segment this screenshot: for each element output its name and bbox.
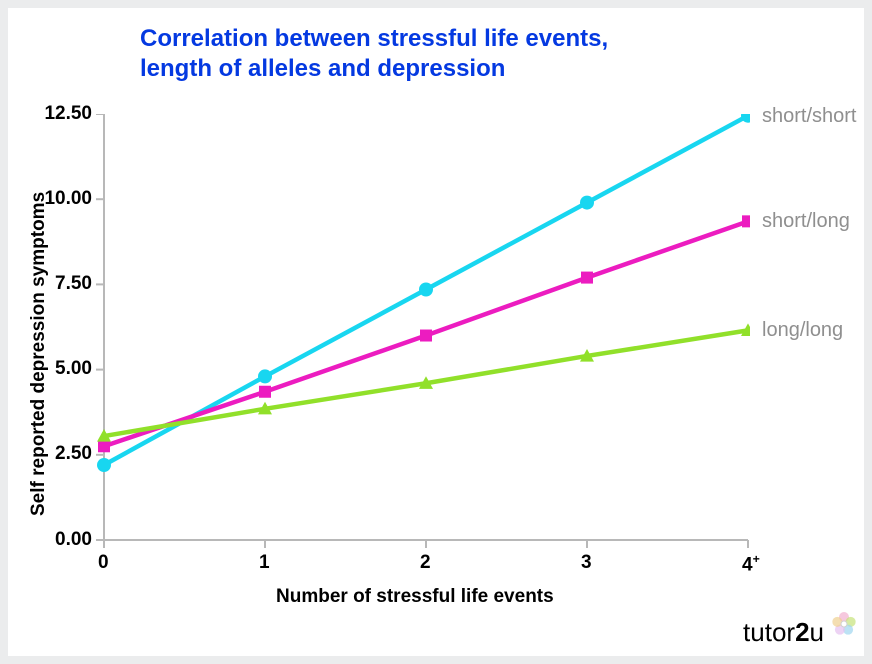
series-label: long/long — [762, 319, 843, 342]
y-tick-label: 7.50 — [55, 273, 92, 295]
y-tick-label: 12.50 — [44, 103, 92, 125]
y-tick-label: 10.00 — [44, 188, 92, 210]
series-label: short/long — [762, 210, 850, 233]
x-tick-label: 3 — [581, 552, 592, 574]
x-tick-label: 2 — [420, 552, 431, 574]
y-axis-label: Self reported depression symptoms — [28, 192, 50, 516]
x-tick-label: 1 — [259, 552, 270, 574]
y-tick-label: 5.00 — [55, 358, 92, 380]
x-tick-label: 4+ — [742, 552, 760, 576]
chart-card: Correlation between stressful life event… — [8, 8, 864, 656]
y-tick-label: 0.00 — [55, 529, 92, 551]
flower-icon — [830, 610, 858, 638]
series-label: short/short — [762, 105, 856, 128]
chart-plot — [96, 114, 750, 550]
x-tick-label: 0 — [98, 552, 109, 574]
y-tick-label: 2.50 — [55, 443, 92, 465]
x-axis-label: Number of stressful life events — [276, 586, 554, 608]
brand-logo: tutor2u — [743, 617, 824, 648]
chart-title: Correlation between stressful life event… — [140, 24, 608, 84]
